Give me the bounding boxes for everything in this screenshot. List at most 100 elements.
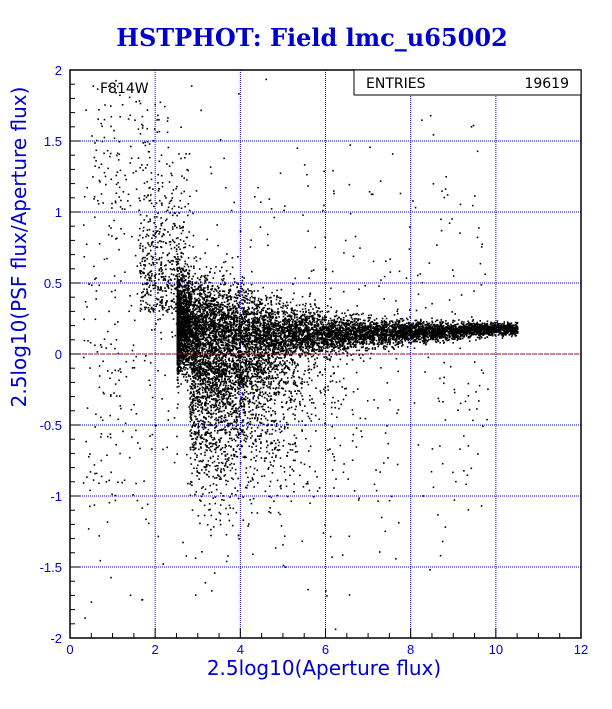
data-point (293, 309, 296, 312)
data-point (241, 288, 244, 290)
data-point (247, 311, 249, 313)
data-point (186, 320, 189, 322)
data-point (194, 345, 196, 348)
data-point (230, 313, 233, 315)
data-point (387, 327, 390, 329)
data-point (335, 353, 338, 356)
data-point (270, 327, 273, 330)
data-point (216, 312, 219, 314)
data-point (286, 340, 289, 342)
data-point (395, 334, 397, 336)
data-point (298, 323, 301, 326)
data-point (210, 350, 213, 353)
data-point (212, 336, 215, 338)
data-point (206, 361, 209, 364)
data-point (263, 343, 266, 345)
data-point (233, 354, 236, 356)
data-point (388, 330, 390, 332)
data-point (274, 368, 276, 371)
data-point (270, 308, 273, 311)
data-point (224, 281, 226, 284)
data-point (255, 331, 258, 333)
data-point (248, 302, 251, 304)
data-point (256, 332, 258, 334)
data-point (291, 309, 293, 312)
data-point (456, 339, 459, 342)
data-point (199, 304, 201, 307)
data-point (328, 322, 331, 325)
data-point (268, 346, 270, 349)
data-point (214, 335, 216, 337)
data-point (438, 330, 441, 333)
data-point (263, 323, 265, 326)
data-point (373, 336, 376, 339)
data-point (234, 312, 236, 314)
data-point (189, 296, 192, 298)
data-point (190, 315, 193, 318)
data-point (320, 339, 322, 341)
data-point (281, 371, 283, 373)
data-point (308, 333, 311, 336)
data-point (272, 346, 275, 348)
data-point (406, 346, 409, 348)
data-point (254, 375, 257, 378)
data-point (239, 290, 241, 292)
data-point (240, 336, 242, 339)
data-point (201, 407, 204, 409)
data-point (401, 327, 403, 329)
data-point (313, 337, 315, 340)
data-point (272, 352, 274, 355)
data-point (209, 341, 211, 344)
data-point (286, 327, 289, 330)
data-point (245, 362, 247, 365)
data-point (272, 330, 274, 333)
data-point (241, 330, 243, 333)
data-point (290, 311, 293, 314)
data-point (221, 290, 224, 292)
data-point (192, 393, 194, 396)
data-point (197, 333, 200, 336)
data-point (293, 339, 295, 342)
data-point (245, 366, 247, 368)
data-point (214, 325, 216, 327)
data-point (253, 353, 256, 355)
data-point (185, 332, 188, 334)
data-point (183, 295, 186, 297)
data-point (262, 307, 264, 310)
data-point (182, 273, 184, 275)
data-point (376, 343, 379, 345)
data-point (180, 383, 182, 385)
data-point (279, 324, 282, 326)
data-point (338, 350, 340, 353)
data-point (338, 322, 341, 324)
data-point (195, 354, 197, 356)
data-point (367, 320, 370, 323)
data-point (185, 287, 188, 289)
data-point (256, 329, 258, 332)
data-point (384, 332, 387, 334)
data-point (334, 322, 337, 325)
data-point (390, 330, 392, 332)
data-point (218, 331, 220, 333)
data-point (302, 349, 304, 352)
data-point (186, 306, 189, 308)
data-point (514, 321, 517, 324)
data-point (213, 290, 215, 293)
data-point (307, 365, 310, 368)
data-point (354, 322, 356, 325)
data-point (258, 303, 261, 305)
data-point (289, 328, 292, 330)
data-point (198, 367, 200, 369)
data-point (243, 354, 245, 356)
data-point (229, 370, 231, 372)
data-point (202, 348, 204, 351)
data-point (407, 328, 410, 331)
data-point (201, 284, 203, 286)
data-point (383, 324, 385, 327)
data-point (299, 310, 302, 313)
data-point (267, 323, 269, 326)
data-point (232, 336, 234, 339)
data-point (201, 319, 203, 322)
data-point (222, 322, 225, 324)
data-point (395, 330, 398, 333)
